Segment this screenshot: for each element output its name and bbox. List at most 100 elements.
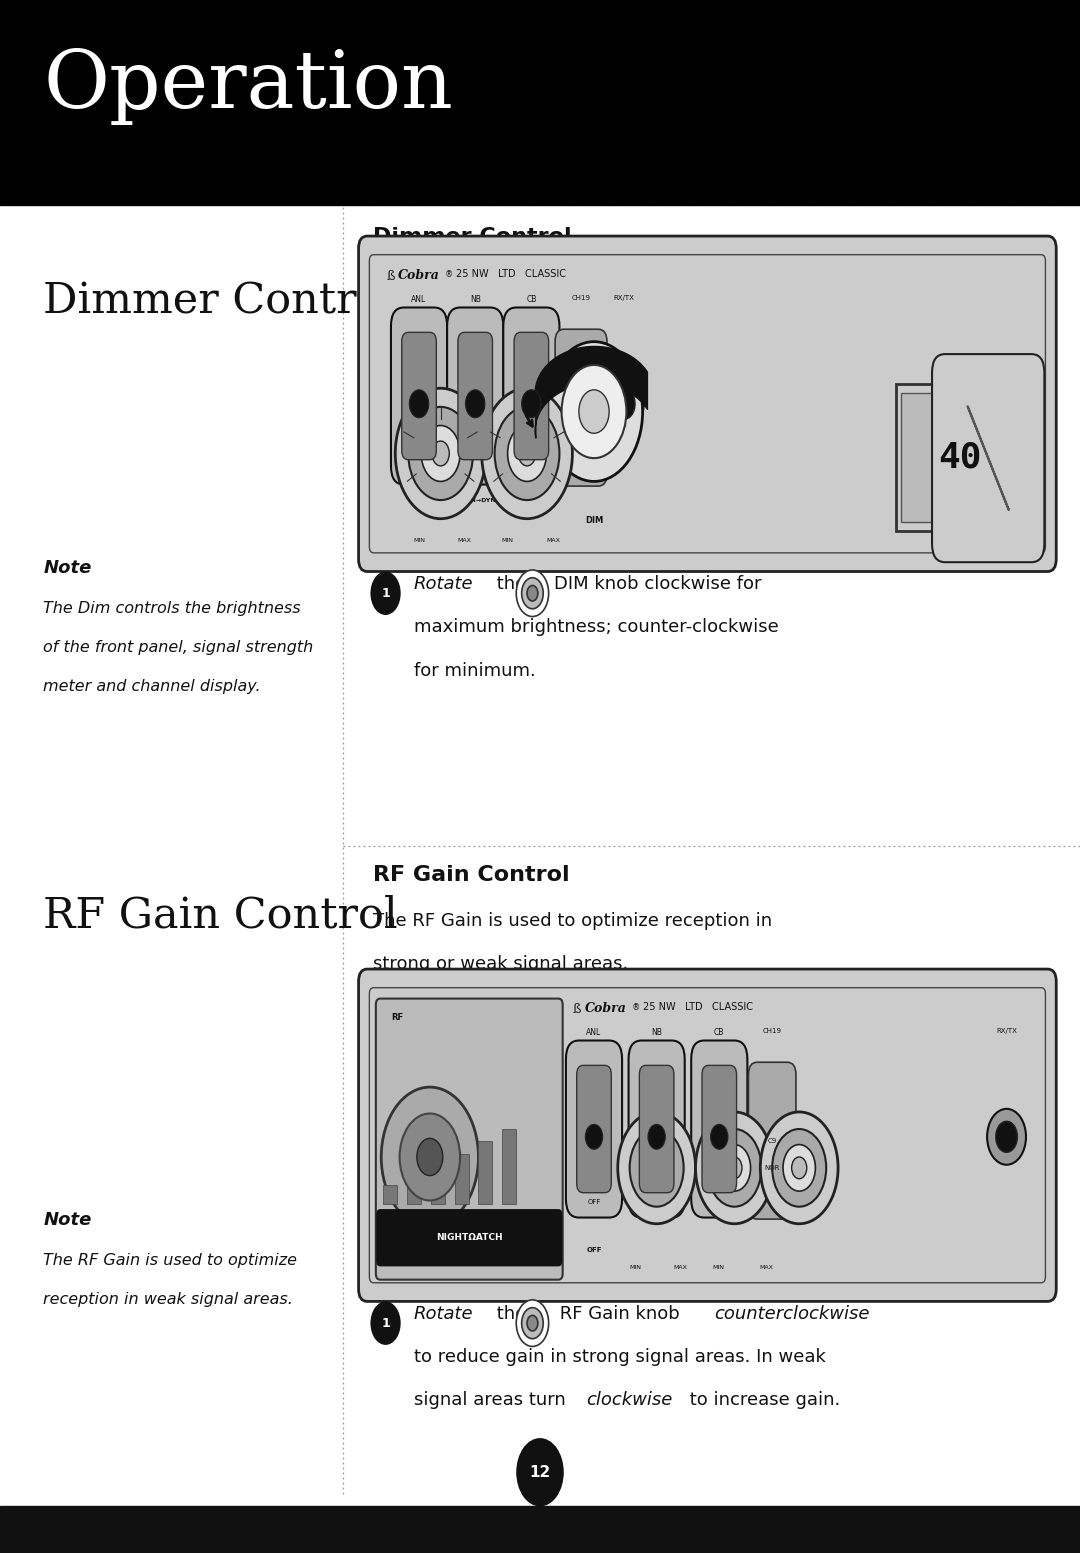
Circle shape: [718, 1145, 751, 1191]
Text: OFF: OFF: [413, 475, 426, 481]
Text: Rotate: Rotate: [414, 575, 473, 593]
Circle shape: [527, 585, 538, 601]
Text: counterclockwise: counterclockwise: [714, 1305, 869, 1323]
Text: Note: Note: [43, 559, 92, 578]
Text: CB: CB: [714, 1028, 725, 1037]
Circle shape: [711, 1124, 728, 1149]
FancyBboxPatch shape: [932, 354, 1044, 562]
Text: clockwise: clockwise: [586, 1391, 673, 1410]
Circle shape: [409, 390, 429, 418]
Text: ANL: ANL: [411, 295, 427, 304]
Text: ®: ®: [445, 270, 454, 280]
Text: Cobra: Cobra: [397, 269, 440, 281]
Text: NB: NB: [470, 295, 481, 304]
Text: OFF: OFF: [588, 1199, 600, 1205]
FancyBboxPatch shape: [359, 236, 1056, 572]
Text: RF Gain Control: RF Gain Control: [43, 895, 397, 936]
Circle shape: [648, 1124, 665, 1149]
Text: 25 NW   LTD   CLASSIC: 25 NW LTD CLASSIC: [456, 269, 566, 278]
FancyBboxPatch shape: [629, 1041, 685, 1218]
Circle shape: [395, 388, 486, 519]
Circle shape: [783, 1145, 815, 1191]
Text: of the front panel, signal strength: of the front panel, signal strength: [43, 640, 313, 655]
Text: MAX: MAX: [674, 1264, 687, 1270]
FancyBboxPatch shape: [748, 1062, 796, 1219]
Text: PA: PA: [527, 475, 536, 481]
Text: 5: 5: [437, 1213, 440, 1218]
Circle shape: [508, 426, 546, 481]
Text: Dimmer Control: Dimmer Control: [373, 227, 571, 247]
Text: ΝIGHTΩATCH: ΝIGHTΩATCH: [436, 1233, 502, 1242]
Text: MIN: MIN: [501, 537, 514, 544]
Text: NB: NB: [651, 1028, 662, 1037]
Circle shape: [522, 1308, 543, 1339]
FancyBboxPatch shape: [377, 1210, 562, 1266]
Circle shape: [417, 1138, 443, 1176]
Text: 1: 1: [381, 1317, 390, 1329]
Circle shape: [727, 1157, 742, 1179]
Text: 40: 40: [939, 441, 982, 474]
Bar: [896, 384, 1024, 531]
Text: The RF Gain is used to optimize reception in: The RF Gain is used to optimize receptio…: [373, 912, 772, 930]
FancyBboxPatch shape: [503, 307, 559, 485]
Circle shape: [482, 388, 572, 519]
FancyBboxPatch shape: [376, 999, 563, 1280]
FancyArrowPatch shape: [968, 407, 1009, 509]
Circle shape: [370, 1301, 401, 1345]
Text: +30dB: +30dB: [501, 1213, 518, 1218]
FancyBboxPatch shape: [577, 1065, 611, 1193]
Text: Note: Note: [43, 1211, 92, 1230]
Text: MAX: MAX: [760, 1264, 773, 1270]
Circle shape: [545, 342, 643, 481]
Circle shape: [996, 1121, 1017, 1152]
FancyBboxPatch shape: [691, 1041, 747, 1218]
Bar: [0, 0, 1080, 205]
Circle shape: [618, 1112, 696, 1224]
Text: 1: 1: [381, 587, 390, 599]
Bar: [407, 1176, 421, 1204]
Circle shape: [605, 376, 644, 432]
Text: NOR: NOR: [765, 1165, 780, 1171]
Text: to increase gain.: to increase gain.: [684, 1391, 840, 1410]
FancyBboxPatch shape: [514, 332, 549, 460]
Bar: [455, 1154, 469, 1204]
Text: MIN: MIN: [712, 1264, 725, 1270]
FancyBboxPatch shape: [458, 332, 492, 460]
Text: MIN: MIN: [413, 537, 426, 544]
Bar: [901, 393, 1020, 522]
Circle shape: [516, 1300, 549, 1346]
Circle shape: [516, 570, 549, 617]
Text: RF Gain Control: RF Gain Control: [373, 865, 569, 885]
Text: MAX: MAX: [458, 537, 471, 544]
Text: RX/TX: RX/TX: [996, 1028, 1017, 1034]
Text: DIM knob clockwise for: DIM knob clockwise for: [554, 575, 761, 593]
Text: meter and channel display.: meter and channel display.: [43, 679, 261, 694]
FancyBboxPatch shape: [702, 1065, 737, 1193]
Bar: [0, 1506, 1080, 1553]
Text: 3: 3: [414, 1213, 416, 1218]
Text: DIM: DIM: [791, 1197, 808, 1207]
Text: CB: CB: [526, 295, 537, 304]
Text: CH19: CH19: [571, 295, 591, 301]
Circle shape: [518, 441, 536, 466]
Text: ®: ®: [632, 1003, 640, 1013]
Text: MAX: MAX: [546, 537, 559, 544]
Circle shape: [400, 1114, 460, 1200]
Text: Cobra: Cobra: [585, 1002, 627, 1014]
Text: ß: ß: [387, 270, 395, 283]
Text: SIG 1: SIG 1: [384, 1213, 397, 1218]
Circle shape: [987, 1109, 1026, 1165]
Circle shape: [792, 1157, 807, 1179]
FancyBboxPatch shape: [369, 988, 1045, 1283]
Text: reception in weak signal areas.: reception in weak signal areas.: [43, 1292, 293, 1308]
Text: ANL: ANL: [586, 1028, 602, 1037]
Text: SQL: SQL: [410, 495, 428, 505]
Text: RF Gain knob: RF Gain knob: [554, 1305, 686, 1323]
FancyBboxPatch shape: [566, 1041, 622, 1218]
Text: IN→D.: IN→D.: [724, 1199, 745, 1205]
Text: OFF: OFF: [586, 1247, 602, 1253]
Bar: [478, 1141, 492, 1204]
Circle shape: [579, 390, 609, 433]
Circle shape: [465, 390, 485, 418]
Text: The Dim controls the brightness: The Dim controls the brightness: [43, 601, 301, 617]
